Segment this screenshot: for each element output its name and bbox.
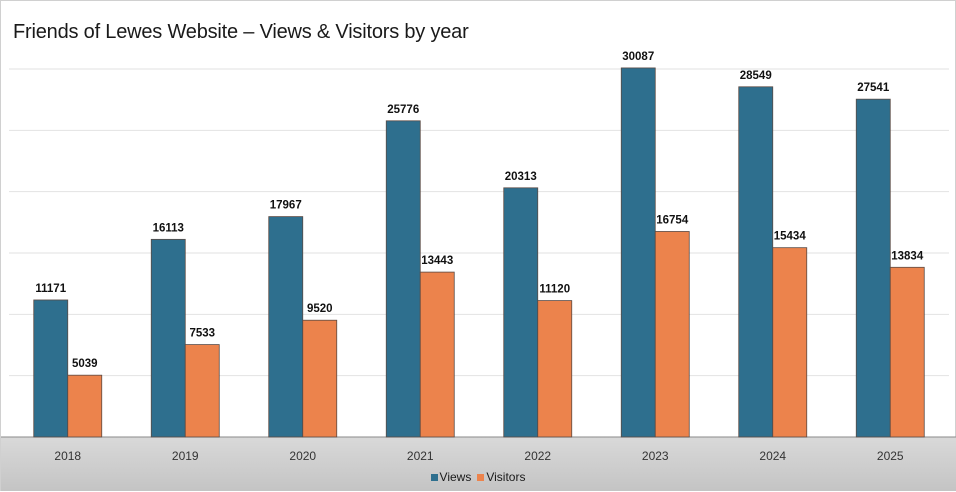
data-label-visitors-2025: 13834 <box>891 250 924 262</box>
data-label-visitors-2021: 13443 <box>421 255 453 267</box>
legend-label-visitors: Visitors <box>486 470 526 484</box>
bar-visitors-2023 <box>654 231 690 438</box>
axis-band <box>1 437 956 491</box>
data-label-views-2022: 20313 <box>505 171 537 183</box>
legend-item-views: Views <box>430 470 472 484</box>
bar-visitors-2020 <box>302 319 338 438</box>
data-label-views-2019: 16113 <box>153 222 184 234</box>
data-label-visitors-2022: 11120 <box>539 284 570 296</box>
data-label-views-2018: 11171 <box>35 283 66 295</box>
x-tick-label-2025: 2025 <box>877 449 904 463</box>
legend-swatch-visitors <box>477 473 485 481</box>
bar-views-2020 <box>268 216 304 438</box>
legend-label-views: Views <box>439 470 472 484</box>
data-label-visitors-2023: 16754 <box>656 214 689 226</box>
bar-views-2025 <box>855 98 891 438</box>
data-label-visitors-2019: 7533 <box>189 328 215 340</box>
legend-swatch-views <box>430 473 438 481</box>
bar-visitors-2019 <box>184 344 220 438</box>
bar-views-2019 <box>150 238 186 438</box>
legend: Views Visitors <box>1 470 955 484</box>
data-label-views-2021: 25776 <box>387 104 419 116</box>
x-tick-label-2018: 2018 <box>54 449 81 463</box>
legend-item-visitors: Visitors <box>477 470 525 484</box>
x-tick-label-2024: 2024 <box>759 449 786 463</box>
bar-visitors-2018 <box>67 374 103 438</box>
data-label-visitors-2024: 15434 <box>774 231 807 243</box>
bar-visitors-2021 <box>419 271 455 438</box>
chart-title: Friends of Lewes Website – Views & Visit… <box>13 21 469 43</box>
x-tick-label-2020: 2020 <box>289 449 316 463</box>
x-tick-label-2021: 2021 <box>407 449 434 463</box>
bar-visitors-2022 <box>537 300 573 438</box>
bar-visitors-2024 <box>772 247 808 438</box>
bar-views-2018 <box>33 299 69 438</box>
data-label-views-2023: 30087 <box>622 51 654 63</box>
x-tick-label-2019: 2019 <box>172 449 199 463</box>
bar-visitors-2025 <box>889 266 925 438</box>
data-label-views-2024: 28549 <box>740 70 772 82</box>
data-label-views-2020: 17967 <box>270 200 302 212</box>
bar-views-2024 <box>738 86 774 438</box>
bar-views-2021 <box>385 120 421 438</box>
data-label-visitors-2018: 5039 <box>72 358 98 370</box>
bar-views-2023 <box>620 67 656 438</box>
data-label-views-2025: 27541 <box>857 82 890 94</box>
data-label-visitors-2020: 9520 <box>307 303 333 315</box>
x-tick-label-2022: 2022 <box>524 449 551 463</box>
x-tick-label-2023: 2023 <box>642 449 669 463</box>
bar-views-2022 <box>503 187 539 438</box>
